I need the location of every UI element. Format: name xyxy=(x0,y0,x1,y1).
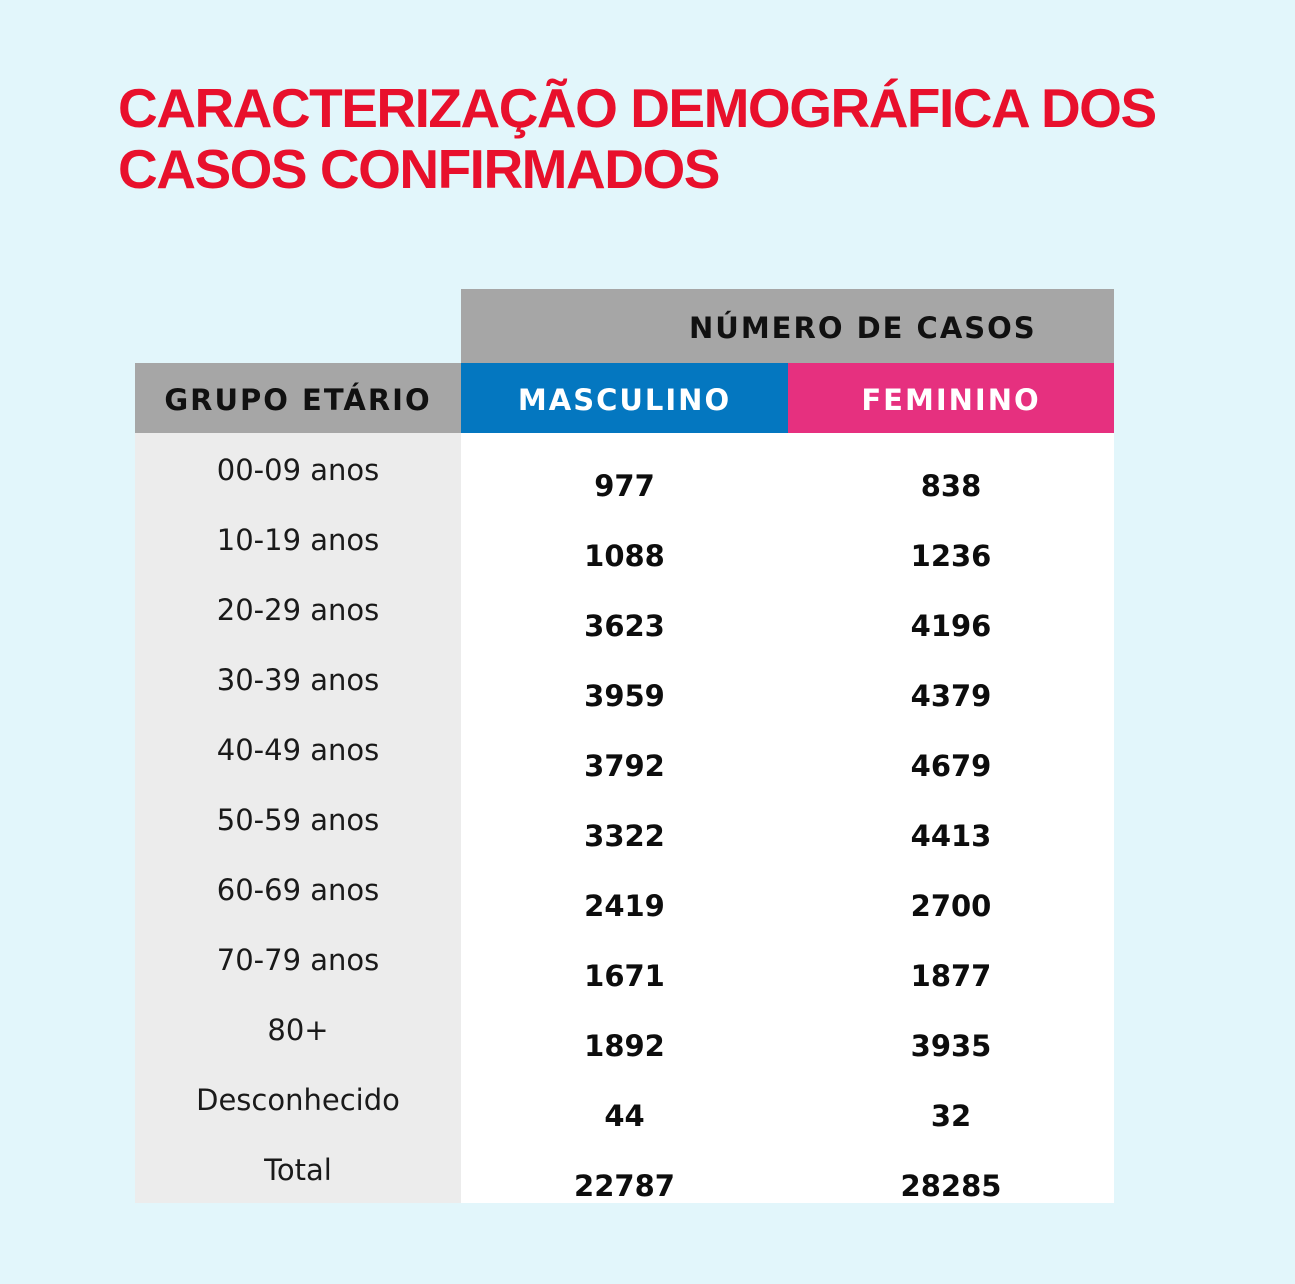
table-row: 80+ 1892 3935 xyxy=(135,993,1114,1063)
feminino-cell: 2700 xyxy=(910,889,992,923)
age-group-cell: 60-69 anos xyxy=(216,873,380,907)
table-row: 50-59 anos 3322 4413 xyxy=(135,783,1114,853)
age-group-cell: 50-59 anos xyxy=(216,803,380,837)
feminino-cell: 4413 xyxy=(910,819,992,853)
masculino-cell: 3959 xyxy=(584,679,665,713)
age-group-cell: Total xyxy=(264,1153,332,1187)
masculino-cell: 1088 xyxy=(584,539,665,573)
table-row: 70-79 anos 1671 1877 xyxy=(135,923,1114,993)
page-title: CARACTERIZAÇÃO DEMOGRÁFICA DOS CASOS CON… xyxy=(118,78,1178,200)
feminino-cell: 4379 xyxy=(910,679,992,713)
age-group-cell: 40-49 anos xyxy=(216,733,380,767)
masculino-header: MASCULINO xyxy=(461,363,788,433)
feminino-header: FEMININO xyxy=(788,363,1114,433)
feminino-cell: 3935 xyxy=(910,1029,992,1063)
masculino-cell: 977 xyxy=(594,469,655,503)
feminino-cell: 32 xyxy=(930,1099,972,1133)
masculino-cell: 3623 xyxy=(584,609,665,643)
feminino-cell: 1877 xyxy=(910,959,992,993)
table-row: 60-69 anos 2419 2700 xyxy=(135,853,1114,923)
masculino-cell: 1892 xyxy=(584,1029,665,1063)
age-group-cell: 10-19 anos xyxy=(216,523,380,557)
page-title-line-1: CARACTERIZAÇÃO DEMOGRÁFICA DOS xyxy=(118,77,1157,139)
table-row: 10-19 anos 1088 1236 xyxy=(135,503,1114,573)
age-group-cell: 30-39 anos xyxy=(216,663,380,697)
feminino-cell: 4196 xyxy=(910,609,992,643)
age-group-cell: 20-29 anos xyxy=(216,593,380,627)
table-row-total: Total 22787 28285 xyxy=(135,1133,1114,1203)
page-title-line-2: CASOS CONFIRMADOS xyxy=(118,138,720,200)
table-row: 40-49 anos 3792 4679 xyxy=(135,713,1114,783)
age-group-cell: Desconhecido xyxy=(196,1083,400,1117)
table-row: 20-29 anos 3623 4196 xyxy=(135,573,1114,643)
masculino-cell: 3792 xyxy=(584,749,665,783)
feminino-cell: 1236 xyxy=(910,539,992,573)
case-values-area xyxy=(461,433,1114,1203)
table-row: 30-39 anos 3959 4379 xyxy=(135,643,1114,713)
masculino-cell: 2419 xyxy=(584,889,665,923)
age-group-cell: 00-09 anos xyxy=(216,453,380,487)
numero-de-casos-header: NÚMERO DE CASOS xyxy=(461,289,1114,363)
feminino-cell: 28285 xyxy=(900,1169,1002,1203)
table-row: 00-09 anos 977 838 xyxy=(135,433,1114,503)
masculino-cell: 44 xyxy=(604,1099,645,1133)
age-group-column xyxy=(135,433,461,1203)
age-group-header: GRUPO ETÁRIO xyxy=(135,363,461,433)
age-group-cell: 80+ xyxy=(267,1013,329,1047)
age-group-cell: 70-79 anos xyxy=(216,943,380,977)
masculino-cell: 3322 xyxy=(584,819,665,853)
masculino-cell: 22787 xyxy=(574,1169,675,1203)
masculino-cell: 1671 xyxy=(584,959,665,993)
feminino-cell: 838 xyxy=(920,469,982,503)
feminino-cell: 4679 xyxy=(910,749,992,783)
table-row: Desconhecido 44 32 xyxy=(135,1063,1114,1133)
